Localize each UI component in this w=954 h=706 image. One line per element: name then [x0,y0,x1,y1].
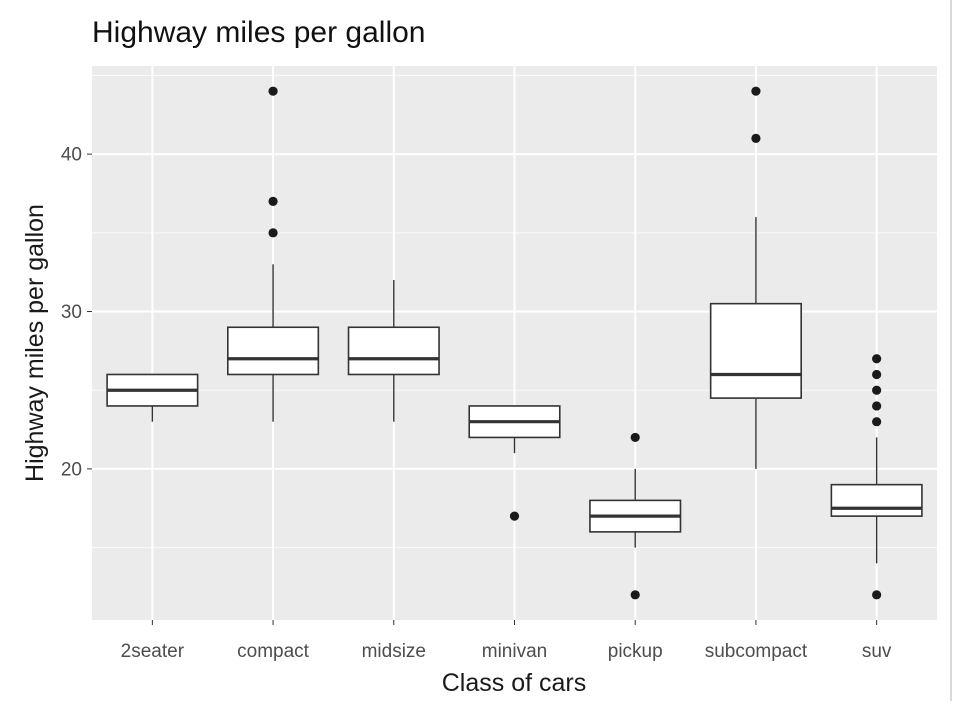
outlier-point [872,590,882,600]
box-suv [830,354,923,600]
outlier-point [509,511,520,521]
box-midsize [347,280,440,422]
outlier-point [872,385,882,395]
y-tick-label: 40 [61,145,82,166]
y-tick-label: 30 [61,302,82,323]
iqr-box [830,483,923,517]
outlier-point [872,401,882,411]
box-subcompact [709,86,802,469]
box-series [106,86,923,600]
x-axis: 2seater compact midsize minivan pickup subcom… [121,620,892,662]
outlier-point [872,354,882,364]
iqr-box [227,326,320,376]
y-axis: 20 30 40 [61,145,92,480]
x-tick-label: pickup [608,641,663,662]
x-tick-label: compact [237,641,310,662]
outlier-point [630,432,640,443]
iqr-box [709,302,802,399]
x-tick-label: midsize [362,641,426,662]
outlier-point [751,86,761,96]
chart-title: Highway miles per gallon [92,16,426,49]
y-tick-label: 20 [61,459,82,480]
x-axis-title: Class of cars [442,669,586,697]
outlier-point [630,590,640,600]
x-tick-label: 2seater [121,641,185,662]
outlier-point [268,196,278,206]
box-2seater [106,373,199,422]
x-tick-label: subcompact [705,641,808,662]
outlier-point [872,369,882,380]
box-pickup [589,432,682,600]
right-edge-divider [950,0,952,701]
box-minivan [468,405,561,521]
x-tick-label: suv [862,641,892,662]
outlier-point [268,228,278,238]
outlier-point [751,133,761,143]
y-axis-title: Highway miles per gallon [21,204,49,482]
iqr-box [347,326,440,376]
x-tick-label: minivan [482,641,547,662]
outlier-point [872,417,882,427]
box-compact [227,86,320,422]
outlier-point [268,86,278,96]
